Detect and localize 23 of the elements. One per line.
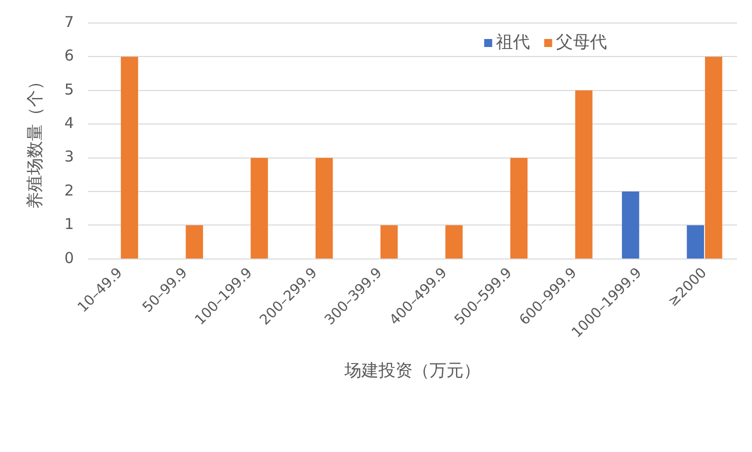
y-tick-label: 4 (64, 114, 74, 132)
y-tick-label: 2 (64, 181, 74, 200)
y-tick-label: 3 (64, 148, 74, 166)
bar (186, 225, 204, 258)
x-axis-title: 场建投资（万元） (343, 361, 480, 382)
bar (575, 90, 592, 258)
y-tick-label: 1 (64, 215, 74, 234)
bar (705, 56, 722, 258)
legend-label: 祖代 (496, 32, 530, 52)
bar (380, 225, 398, 258)
y-axis-title: 养殖场数量（个） (26, 72, 46, 209)
bar (316, 158, 333, 258)
bar (622, 192, 640, 258)
y-tick-label: 6 (64, 46, 74, 65)
y-tick-label: 0 (64, 248, 74, 267)
legend-label: 父母代 (556, 32, 608, 52)
y-tick-label: 7 (64, 12, 74, 31)
bar (120, 56, 138, 258)
bar (510, 158, 528, 258)
bar (445, 225, 463, 258)
bar (250, 158, 268, 258)
bar (686, 225, 704, 258)
y-tick-label: 5 (64, 80, 74, 98)
